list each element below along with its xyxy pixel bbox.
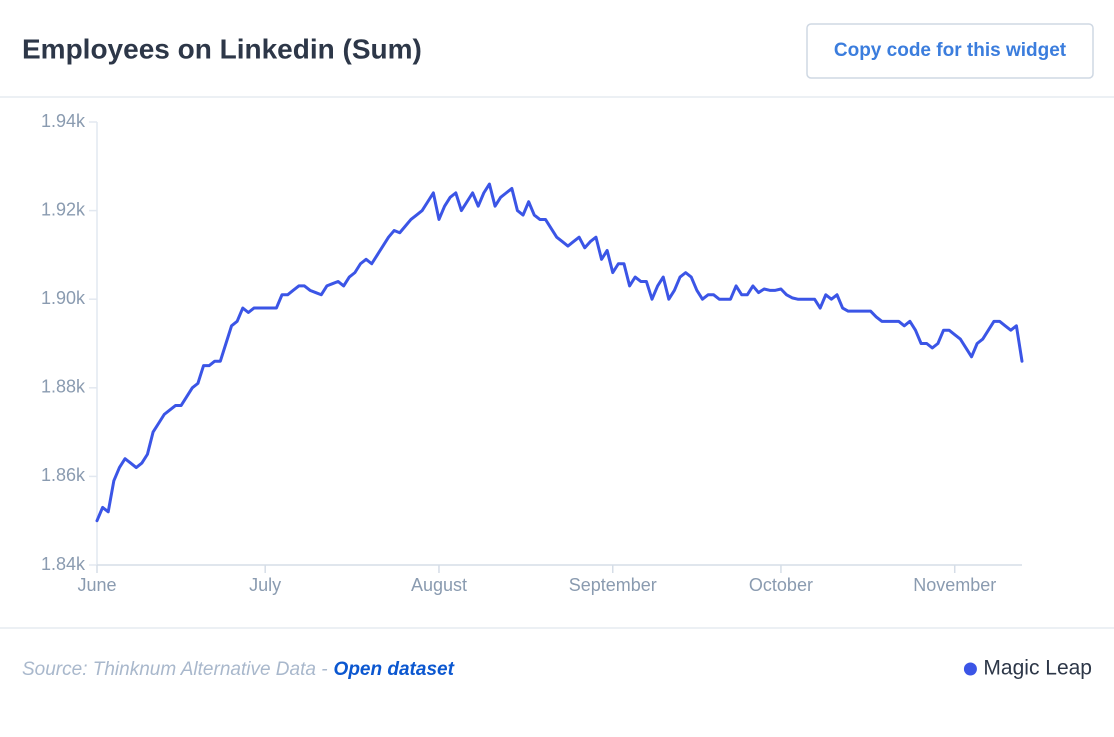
y-tick-label: 1.86k: [41, 465, 86, 485]
legend-marker: [963, 662, 977, 676]
x-tick-label: October: [749, 575, 813, 595]
source-text: Source: Thinknum Alternative Data -: [22, 659, 328, 680]
y-tick-label: 1.90k: [41, 288, 86, 308]
y-tick-label: 1.92k: [41, 199, 86, 219]
copy-button-label[interactable]: Copy code for this widget: [834, 40, 1067, 61]
x-tick-label: July: [249, 575, 281, 595]
copy-button[interactable]: [806, 23, 1094, 79]
legend-label: Magic Leap: [983, 657, 1092, 680]
y-tick-label: 1.84k: [41, 554, 86, 574]
dataset-link[interactable]: Open dataset: [334, 659, 455, 680]
widget-title: Employees on Linkedin (Sum): [22, 33, 422, 64]
y-tick-label: 1.88k: [41, 377, 86, 397]
y-tick-label: 1.94k: [41, 111, 86, 131]
x-tick-label: November: [913, 575, 996, 595]
x-tick-label: June: [77, 575, 116, 595]
x-tick-label: September: [569, 575, 657, 595]
x-tick-label: August: [411, 575, 467, 595]
data-line: [95, 182, 1024, 523]
